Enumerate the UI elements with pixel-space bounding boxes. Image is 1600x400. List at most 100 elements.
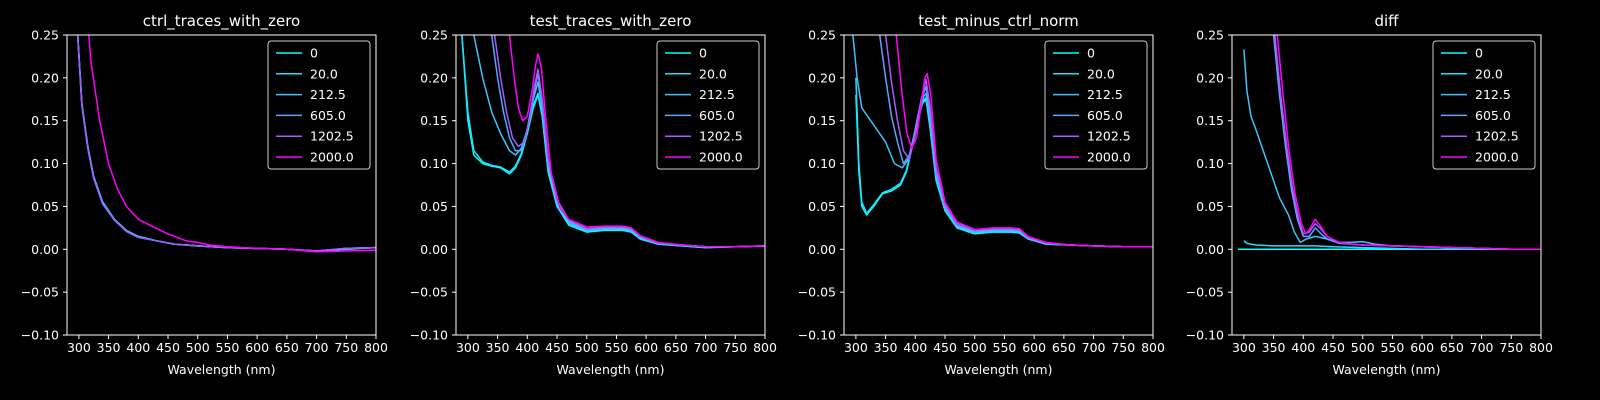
- legend-box: [267, 40, 371, 170]
- x-tick-label: 800: [1529, 340, 1553, 355]
- x-axis-label: Wavelength (nm): [557, 362, 665, 377]
- legend-label: 1202.5: [699, 129, 743, 144]
- y-tick-label: 0.00: [808, 242, 836, 257]
- legend-box: [1044, 40, 1148, 170]
- y-tick-label: 0.00: [1196, 242, 1224, 257]
- y-tick-label: 0.20: [1196, 70, 1224, 85]
- legend-label: 20.0: [1087, 66, 1115, 81]
- x-tick-label: 400: [903, 340, 927, 355]
- legend-label: 2000.0: [699, 150, 743, 165]
- x-axis-label: Wavelength (nm): [945, 362, 1053, 377]
- series-line-2000-0: [88, 35, 376, 253]
- x-tick-label: 600: [245, 340, 269, 355]
- x-axis-label: Wavelength (nm): [168, 362, 276, 377]
- legend: 0 20.0 212.5 605.0 1202.5 2000.0: [1044, 40, 1148, 170]
- legend-label: 212.5: [1475, 87, 1511, 102]
- x-tick-label: 650: [1440, 340, 1464, 355]
- y-tick-label: 0.00: [420, 242, 448, 257]
- legend-label: 0: [1475, 46, 1483, 61]
- chart-panel-3: 300 350 400 450 500 550 600 650 700 750 800 −0.10 −0…: [798, 12, 1165, 377]
- y-tick-label: 0.20: [31, 70, 59, 85]
- y-tick-label: 0.15: [808, 113, 836, 128]
- series-line-2000-0: [508, 35, 765, 248]
- y-tick-label: 0.25: [420, 28, 448, 43]
- x-tick-label: 550: [216, 340, 240, 355]
- x-tick-label: 550: [1381, 340, 1405, 355]
- legend-label: 20.0: [1475, 66, 1503, 81]
- y-tick-label: 0.00: [31, 242, 59, 257]
- chart-panel-4: 300 350 400 450 500 550 600 650 700 750 800 −0.10 −0…: [1186, 12, 1553, 377]
- y-tick-label: −0.05: [21, 285, 59, 300]
- legend: 0 20.0 212.5 605.0 1202.5 2000.0: [656, 40, 760, 170]
- legend-label: 605.0: [1475, 108, 1511, 123]
- y-tick-label: −0.10: [21, 328, 59, 343]
- x-tick-label: 750: [334, 340, 358, 355]
- x-tick-label: 650: [1052, 340, 1076, 355]
- legend-box: [656, 40, 760, 170]
- y-tick-label: −0.10: [1186, 328, 1224, 343]
- x-tick-label: 500: [575, 340, 599, 355]
- x-axis-label: Wavelength (nm): [1333, 362, 1441, 377]
- x-tick-label: 550: [993, 340, 1017, 355]
- x-tick-label: 700: [1082, 340, 1106, 355]
- y-tick-label: −0.10: [798, 328, 836, 343]
- legend-box: [1432, 40, 1536, 170]
- x-tick-label: 450: [156, 340, 180, 355]
- x-tick-label: 500: [963, 340, 987, 355]
- y-tick-label: 0.25: [1196, 28, 1224, 43]
- x-tick-label: 450: [933, 340, 957, 355]
- axes-frame: [455, 34, 766, 336]
- x-tick-label: 350: [486, 340, 510, 355]
- y-tick-label: 0.10: [808, 156, 836, 171]
- x-tick-label: 800: [1141, 340, 1165, 355]
- y-tick-label: −0.05: [798, 285, 836, 300]
- x-tick-label: 400: [515, 340, 539, 355]
- x-tick-label: 300: [67, 340, 91, 355]
- axes-frame: [843, 34, 1154, 336]
- y-tick-label: 0.05: [420, 199, 448, 214]
- x-tick-label: 700: [305, 340, 329, 355]
- y-tick-label: 0.05: [31, 199, 59, 214]
- chart-title: test_traces_with_zero: [530, 12, 692, 31]
- x-tick-label: 600: [1410, 340, 1434, 355]
- x-tick-label: 800: [753, 340, 777, 355]
- chart-title: ctrl_traces_with_zero: [143, 12, 300, 31]
- x-tick-label: 550: [605, 340, 629, 355]
- y-tick-label: 0.10: [31, 156, 59, 171]
- plot-area: [76, 35, 376, 253]
- legend-label: 0: [310, 46, 318, 61]
- x-tick-label: 600: [1022, 340, 1046, 355]
- y-tick-label: −0.10: [410, 328, 448, 343]
- y-tick-label: 0.05: [1196, 199, 1224, 214]
- legend-label: 0: [699, 46, 707, 61]
- x-tick-label: 750: [1499, 340, 1523, 355]
- x-tick-label: 750: [1111, 340, 1135, 355]
- legend-label: 2000.0: [310, 150, 354, 165]
- axes-frame: [1231, 34, 1542, 336]
- legend-label: 2000.0: [1475, 150, 1519, 165]
- legend-label: 1202.5: [1087, 129, 1131, 144]
- legend-label: 212.5: [310, 87, 346, 102]
- legend-label: 2000.0: [1087, 150, 1131, 165]
- x-tick-label: 650: [664, 340, 688, 355]
- chart-title: diff: [1374, 12, 1399, 30]
- x-tick-label: 600: [634, 340, 658, 355]
- legend-label: 605.0: [1087, 108, 1123, 123]
- x-tick-label: 350: [874, 340, 898, 355]
- plot-area: [461, 35, 765, 249]
- x-tick-label: 300: [456, 340, 480, 355]
- legend-label: 20.0: [699, 66, 727, 81]
- plot-area: [1237, 35, 1541, 251]
- series-line-20-0: [1243, 240, 1541, 251]
- y-tick-label: −0.05: [410, 285, 448, 300]
- x-tick-label: 300: [1232, 340, 1256, 355]
- y-tick-label: 0.10: [420, 156, 448, 171]
- x-tick-label: 300: [844, 340, 868, 355]
- y-tick-label: 0.15: [420, 113, 448, 128]
- x-tick-label: 450: [545, 340, 569, 355]
- legend-label: 605.0: [699, 108, 735, 123]
- chart-title: test_minus_ctrl_norm: [918, 12, 1079, 31]
- y-tick-label: 0.15: [31, 113, 59, 128]
